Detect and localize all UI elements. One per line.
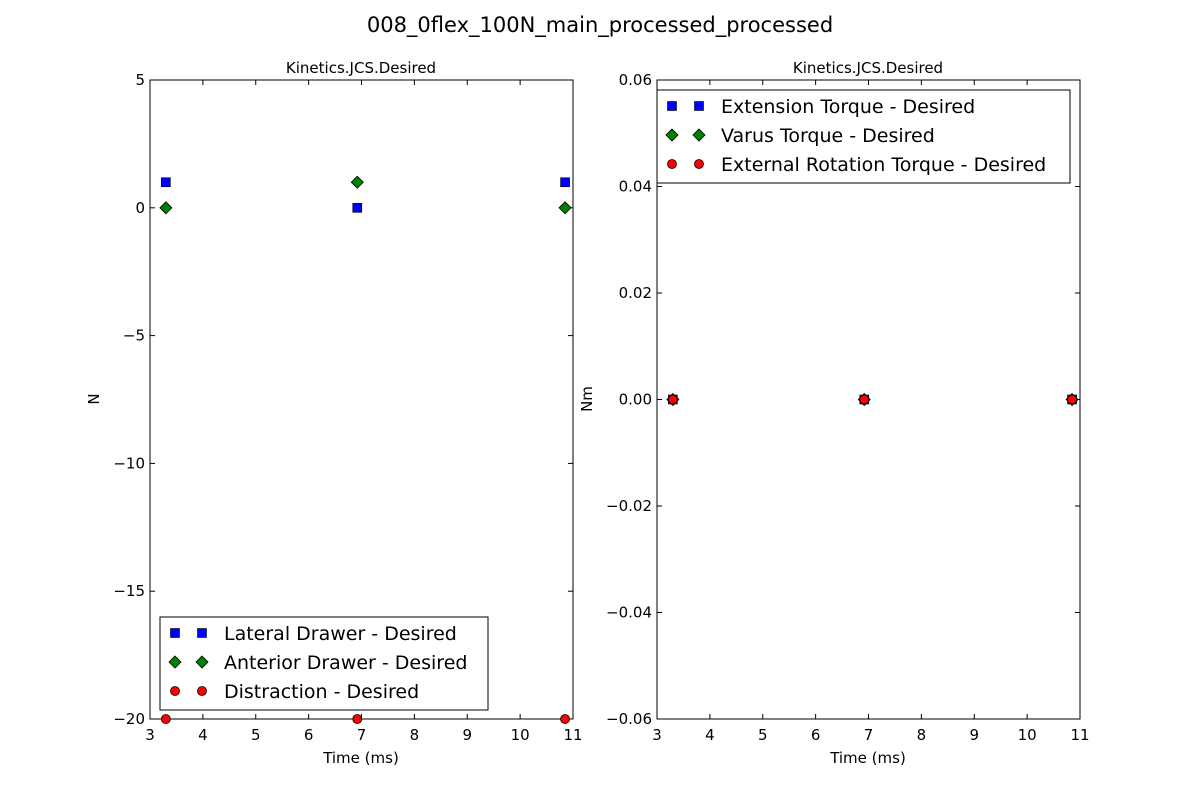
right-y-tick-label: −0.06 — [606, 710, 652, 728]
right-legend: Extension Torque - Desired Varus Torque -… — [656, 89, 1071, 184]
right-panel: Kinetics.JCS.Desired Time (ms) Nm 3 4 5 6 7 8… — [578, 59, 1090, 767]
right-series-1 — [668, 394, 1077, 405]
right-x-tick-label: 5 — [758, 726, 768, 744]
left-x-tick-label: 9 — [462, 726, 472, 744]
right-series-3 — [667, 394, 1077, 405]
right-legend-label: External Rotation Torque - Desired — [721, 154, 1046, 176]
left-legend-marker — [195, 655, 209, 669]
right-y-tick-label: 0.00 — [619, 391, 652, 409]
left-data-point — [560, 177, 570, 188]
left-legend-marker — [170, 628, 180, 638]
right-legend-label: Extension Torque - Desired — [721, 96, 975, 118]
left-data-point — [350, 175, 364, 189]
right-legend-marker — [694, 159, 704, 169]
right-data-point — [1067, 394, 1077, 405]
right-x-tick-label: 11 — [1070, 726, 1089, 744]
left-legend: Lateral Drawer - Desired Anterior Drawer … — [159, 616, 489, 711]
left-x-tick-label: 4 — [198, 726, 208, 744]
right-legend-marker — [692, 128, 706, 142]
right-legend-marker — [667, 101, 677, 111]
left-x-tick-label: 10 — [511, 726, 530, 744]
right-data-point — [859, 394, 870, 405]
left-legend-marker — [197, 686, 207, 696]
left-legend-marker — [168, 655, 182, 669]
left-y-tick-label: 5 — [135, 71, 145, 89]
right-x-tick-label: 4 — [705, 726, 715, 744]
right-x-axis-label: Time (ms) — [829, 749, 906, 767]
right-y-tick-label: 0.04 — [619, 178, 652, 196]
figure-title: 008_0flex_100N_main_processed_processed — [367, 13, 833, 38]
left-axes-title: Kinetics.JCS.Desired — [286, 59, 436, 77]
left-x-axis-label: Time (ms) — [322, 749, 399, 767]
right-x-tick-label: 10 — [1018, 726, 1037, 744]
left-legend-marker — [197, 628, 207, 638]
right-axes-title: Kinetics.JCS.Desired — [793, 59, 943, 77]
left-data-point — [159, 201, 173, 215]
left-x-tick-label: 11 — [563, 726, 582, 744]
left-x-tick-label: 8 — [410, 726, 420, 744]
right-y-tick-label: 0.02 — [619, 284, 652, 302]
left-series-3 — [160, 714, 570, 724]
right-legend-marker — [694, 101, 704, 111]
left-legend-label: Anterior Drawer - Desired — [224, 652, 467, 674]
left-legend-marker — [170, 686, 180, 696]
left-y-tick-label: −10 — [113, 454, 145, 472]
left-legend-label: Lateral Drawer - Desired — [224, 623, 457, 645]
left-data-point — [560, 714, 570, 724]
right-x-tick-label: 9 — [969, 726, 979, 744]
right-x-tick-label: 6 — [811, 726, 821, 744]
right-x-tick-label: 8 — [917, 726, 927, 744]
left-data-point — [352, 203, 363, 213]
left-legend-box — [159, 616, 489, 711]
left-y-axis-label: N — [85, 393, 103, 404]
left-y-tick-label: −5 — [123, 327, 145, 345]
left-series-1 — [161, 177, 570, 213]
left-y-tick-label: 0 — [135, 199, 145, 217]
right-legend-marker — [667, 159, 677, 169]
right-legend-marker — [665, 128, 679, 142]
right-y-tick-label: 0.06 — [619, 71, 652, 89]
right-x-tick-label: 3 — [652, 726, 662, 744]
left-data-point — [160, 714, 171, 724]
left-x-tick-label: 6 — [304, 726, 314, 744]
left-x-tick-label: 5 — [251, 726, 261, 744]
right-legend-box — [656, 89, 1071, 184]
right-legend-label: Varus Torque - Desired — [721, 125, 935, 147]
left-legend-label: Distraction - Desired — [224, 681, 419, 703]
right-series-2 — [666, 392, 1079, 407]
left-data-point — [558, 201, 572, 215]
right-y-axis-label: Nm — [578, 386, 596, 412]
right-data-point — [667, 394, 678, 405]
left-y-tick-label: −20 — [113, 710, 145, 728]
left-data-point — [161, 177, 171, 188]
left-x-tick-label: 3 — [145, 726, 155, 744]
right-y-tick-label: −0.04 — [606, 604, 652, 622]
right-y-tick-label: −0.02 — [606, 497, 652, 515]
right-x-tick-label: 7 — [864, 726, 874, 744]
left-panel: Kinetics.JCS.Desired Time (ms) N 3 4 5 6 7 8 9… — [85, 59, 583, 767]
left-series-2 — [159, 175, 572, 215]
left-data-point — [352, 714, 363, 724]
left-x-tick-label: 7 — [357, 726, 367, 744]
left-y-tick-label: −15 — [113, 582, 145, 600]
